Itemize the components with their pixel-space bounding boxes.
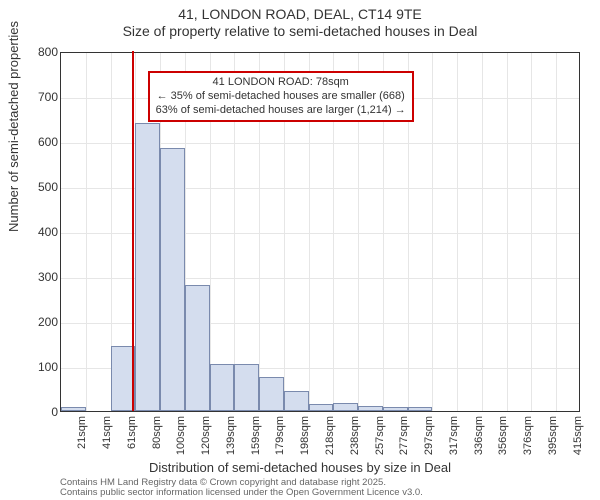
gridline-v	[457, 53, 458, 411]
x-tick-label: 317sqm	[448, 416, 460, 455]
x-tick-label: 257sqm	[374, 416, 386, 455]
chart-title-sub: Size of property relative to semi-detach…	[0, 23, 600, 40]
histogram-bar	[135, 123, 160, 411]
x-tick-label: 238sqm	[349, 416, 361, 455]
gridline-v	[507, 53, 508, 411]
x-tick-label: 336sqm	[473, 416, 485, 455]
annotation-line2: ← 35% of semi-detached houses are smalle…	[156, 90, 406, 104]
histogram-bar	[210, 364, 235, 411]
histogram-bar	[408, 407, 433, 411]
histogram-bar	[358, 406, 383, 411]
histogram-bar	[383, 407, 408, 411]
histogram-bar	[234, 364, 259, 411]
y-tick-label: 700	[24, 90, 58, 104]
y-tick-label: 400	[24, 225, 58, 239]
histogram-bar	[259, 377, 284, 411]
x-tick-label: 41sqm	[101, 416, 113, 449]
annotation-line1: 41 LONDON ROAD: 78sqm	[156, 76, 406, 90]
y-tick-label: 500	[24, 180, 58, 194]
y-axis: 0100200300400500600700800	[24, 52, 58, 412]
x-tick-label: 179sqm	[274, 416, 286, 455]
gridline-v	[432, 53, 433, 411]
chart-title-main: 41, LONDON ROAD, DEAL, CT14 9TE	[0, 6, 600, 23]
chart-footer: Contains HM Land Registry data © Crown c…	[60, 478, 423, 499]
annotation-line3: 63% of semi-detached houses are larger (…	[156, 104, 406, 118]
x-axis-title: Distribution of semi-detached houses by …	[0, 460, 600, 475]
annotation-box: 41 LONDON ROAD: 78sqm← 35% of semi-detac…	[148, 71, 414, 122]
x-tick-label: 100sqm	[175, 416, 187, 455]
x-tick-label: 395sqm	[547, 416, 559, 455]
x-tick-label: 356sqm	[497, 416, 509, 455]
histogram-bar	[284, 391, 309, 411]
marker-line	[132, 51, 134, 411]
x-tick-label: 297sqm	[423, 416, 435, 455]
plot-wrap: 41 LONDON ROAD: 78sqm← 35% of semi-detac…	[60, 52, 580, 412]
chart-title-block: 41, LONDON ROAD, DEAL, CT14 9TE Size of …	[0, 0, 600, 40]
x-tick-label: 61sqm	[126, 416, 138, 449]
x-tick-label: 159sqm	[250, 416, 262, 455]
x-tick-label: 415sqm	[572, 416, 584, 455]
histogram-bar	[61, 407, 86, 412]
x-tick-label: 80sqm	[151, 416, 163, 449]
x-tick-label: 139sqm	[225, 416, 237, 455]
y-tick-label: 200	[24, 315, 58, 329]
x-tick-label: 218sqm	[324, 416, 336, 455]
plot-area: 41 LONDON ROAD: 78sqm← 35% of semi-detac…	[60, 52, 580, 412]
gridline-v	[531, 53, 532, 411]
x-axis: 21sqm 41sqm 61sqm 80sqm 100sqm 120sqm 139sqm 15…	[60, 412, 580, 462]
histogram-bar	[333, 403, 358, 411]
histogram-bar	[160, 148, 185, 411]
gridline-v	[482, 53, 483, 411]
x-tick-label: 198sqm	[299, 416, 311, 455]
y-tick-label: 100	[24, 360, 58, 374]
x-tick-label: 277sqm	[398, 416, 410, 455]
x-tick-label: 21sqm	[76, 416, 88, 449]
footer-line2: Contains public sector information licen…	[60, 488, 423, 498]
x-tick-label: 376sqm	[522, 416, 534, 455]
histogram-bar	[185, 285, 210, 411]
y-tick-label: 0	[24, 405, 58, 419]
y-axis-title: Number of semi-detached properties	[6, 21, 21, 232]
y-tick-label: 600	[24, 135, 58, 149]
histogram-bar	[309, 404, 334, 411]
gridline-v	[556, 53, 557, 411]
x-tick-label: 120sqm	[200, 416, 212, 455]
y-tick-label: 800	[24, 45, 58, 59]
y-tick-label: 300	[24, 270, 58, 284]
gridline-v	[86, 53, 87, 411]
